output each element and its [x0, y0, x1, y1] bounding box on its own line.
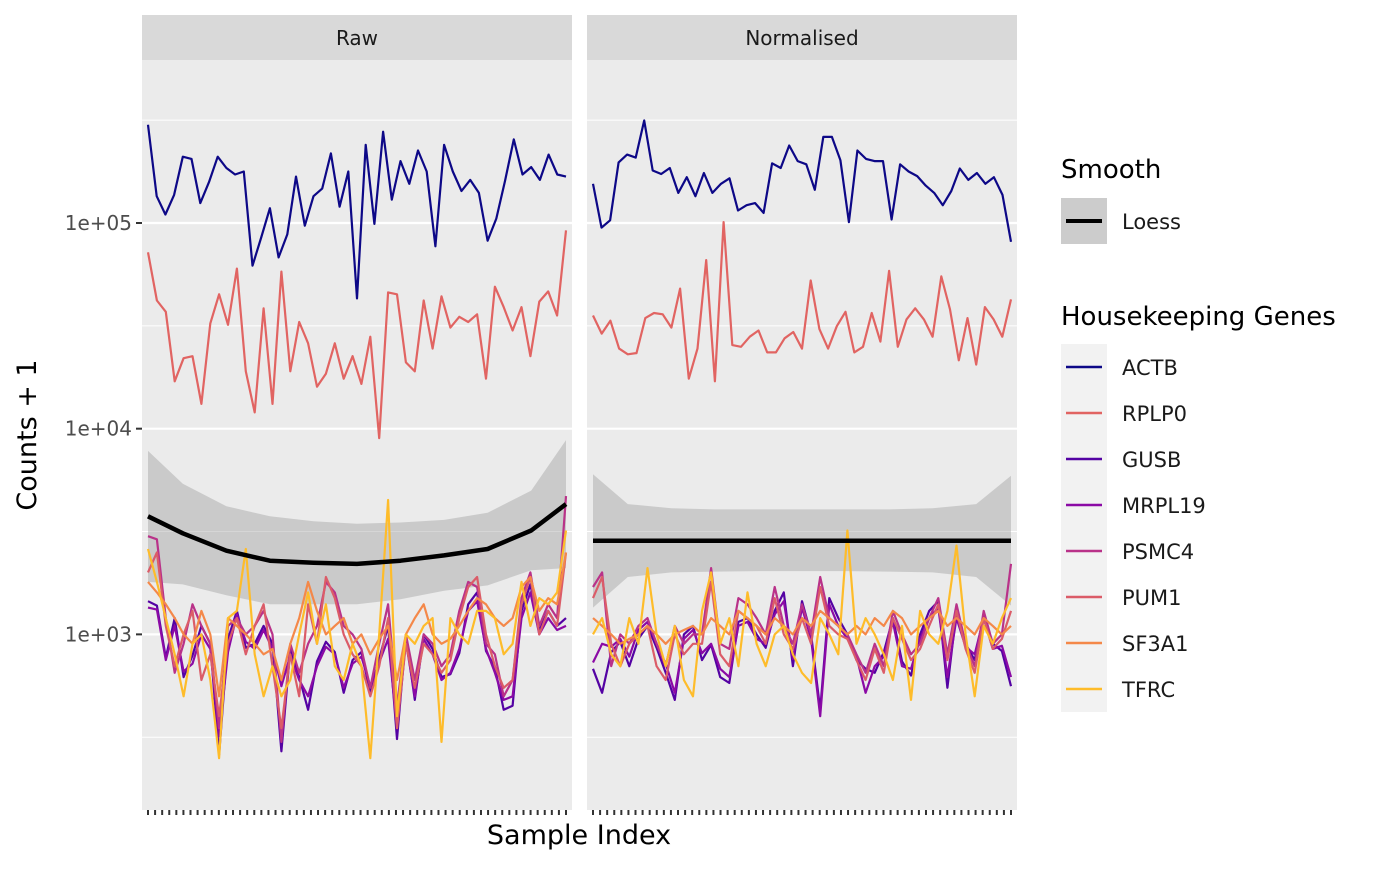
legend-genes-key-background: [1061, 344, 1107, 712]
y-tick-label: 1e+04: [65, 417, 132, 441]
legend-label-tfrc: TFRC: [1121, 678, 1175, 702]
series-line-actb: [146, 124, 567, 300]
y-tick-label: 1e+05: [65, 211, 132, 235]
series-line-sf3a1: [592, 609, 1012, 645]
x-ticks-normalised: [592, 810, 1012, 815]
loess-line-raw: [147, 502, 568, 567]
facet-label-normalised: Normalised: [745, 26, 858, 50]
legend-genes-title: Housekeeping Genes: [1061, 302, 1336, 332]
facet-panel-raw: Raw: [142, 15, 572, 815]
legend-smooth-title: Smooth: [1061, 155, 1161, 185]
legend-label-loess: Loess: [1122, 210, 1181, 234]
x-ticks-raw: [147, 810, 567, 815]
series-lines-normalised: [591, 119, 1013, 718]
legend-label-sf3a1: SF3A1: [1122, 632, 1189, 656]
series-line-rplp0: [592, 221, 1013, 383]
legend-genes-items: ACTB RPLP0 GUSB MRPL19 PSMC4 PUM1 SF3A1 TFRC: [1066, 356, 1206, 702]
series-line-sf3a1: [147, 552, 568, 698]
facet-panel-normalised: Normalised: [587, 15, 1017, 815]
facet-strip-raw: [142, 15, 572, 60]
series-lines-raw: [146, 124, 568, 760]
y-axis-title: Counts + 1: [12, 359, 43, 510]
gridlines-raw: [142, 119, 572, 738]
loess-confidence-band: [148, 440, 566, 605]
legend-label-mrpl19: MRPL19: [1122, 494, 1206, 518]
series-line-rplp0: [146, 230, 568, 440]
series-line-tfrc: [592, 529, 1013, 702]
loess-ribbon-raw: [148, 440, 566, 605]
series-line-actb: [591, 119, 1013, 242]
panel-background-normalised: [587, 60, 1017, 810]
legend-label-actb: ACTB: [1122, 356, 1178, 380]
loess-line: [147, 502, 568, 567]
y-tick-label: 1e+03: [65, 622, 132, 646]
facet-label-raw: Raw: [336, 26, 378, 50]
legend-label-psmc4: PSMC4: [1122, 540, 1194, 564]
legend-label-pum1: PUM1: [1122, 586, 1182, 610]
legend-housekeeping-genes: Housekeeping Genes ACTB RPLP0 GUSB MRPL19 PS…: [1061, 302, 1336, 712]
series-line-psmc4: [147, 496, 568, 744]
series-line-pum1: [146, 551, 568, 730]
legend-label-gusb: GUSB: [1122, 448, 1181, 472]
legend-smooth: Smooth Loess: [1061, 155, 1181, 244]
y-axis: 1e+03 1e+04 1e+05: [65, 211, 142, 646]
gridlines-normalised: [587, 119, 1017, 738]
legend-label-rplp0: RPLP0: [1122, 402, 1187, 426]
x-axis-title: Sample Index: [487, 820, 671, 851]
facet-strip-normalised: [587, 15, 1017, 60]
series-line-tfrc: [146, 498, 568, 760]
